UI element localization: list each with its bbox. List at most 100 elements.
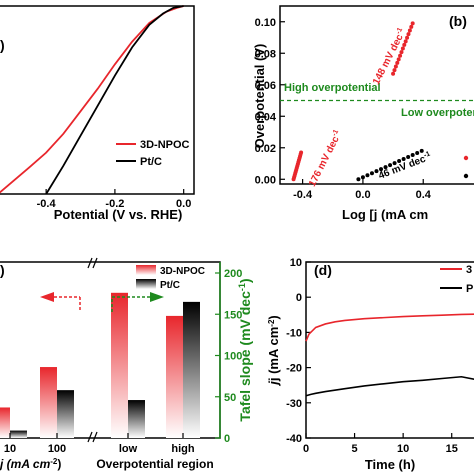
panel-c-y-tick-label: 50 (224, 392, 236, 404)
axis-break-marks (87, 257, 98, 443)
panel-d-frame (305, 261, 474, 439)
panel-c-bar-pt-c (128, 400, 145, 438)
panel-b-x-tick-label: 0.4 (416, 189, 432, 201)
panel-d-x-tick-label: 15 (446, 443, 458, 455)
panel-d: (d) -40 -30 -20 -10 0 10 0 5 10 15 3 P jj (mA cm-… (266, 257, 474, 472)
red-arrow-head (40, 292, 54, 302)
panel-c-bar-3d-npoc (40, 367, 57, 438)
panel-c-category-label: high (171, 443, 194, 455)
panel-c-category-label: 10 (4, 443, 16, 455)
legend-label-3d-npoc-c: 3D-NPOC (160, 266, 205, 277)
panel-b-point-series-2 (419, 148, 424, 153)
legend-label-3d-npoc: 3D-NPOC (140, 139, 190, 151)
panel-a-x-tick-label: -0.4 (37, 198, 57, 210)
high-overpotential-label: High overpotential (284, 82, 381, 94)
panel-c-bar-pt-c (183, 301, 200, 438)
legend-label-pt-c-c: Pt/C (160, 280, 180, 291)
panel-c-bar-3d-npoc (166, 315, 183, 438)
panel-c-bar-3d-npoc (111, 292, 128, 438)
panel-d-y-tick-label: 0 (296, 292, 302, 304)
panel-d-x-tick-label: 5 (352, 443, 358, 455)
panel-b-point-series-0 (392, 68, 397, 73)
panel-b-y-tick-label: 0.00 (255, 174, 276, 186)
panel-b-x-tick-label: -0.4 (293, 189, 313, 201)
panel-b-x-tick-label: 0.0 (355, 189, 370, 201)
panel-b-point-series-0 (410, 21, 415, 26)
panel-b-point-series-2 (356, 177, 361, 182)
legend-label-red: 3 (466, 264, 472, 276)
panel-b-point-series-2 (410, 152, 415, 157)
panel-c-bar-pt-c (57, 390, 74, 438)
panel-b-point-series-0 (396, 57, 401, 62)
panel-b-point-series-2 (392, 161, 397, 166)
panel-a-legend: 3D-NPOC Pt/C (116, 139, 190, 168)
panel-b-point-series-0 (400, 46, 405, 51)
panel-b: (b) Overpotential (V) 0.00 0.02 0.04 0.06 0.… (252, 5, 474, 222)
panel-b-point-series-2 (379, 167, 384, 172)
panel-b-point-series-2 (374, 169, 379, 174)
panel-d-y-tick-label: 10 (290, 257, 302, 269)
panel-b-point-series-0 (405, 35, 410, 40)
legend-marker-black (463, 173, 469, 179)
annotation-148: 148 mV dec-1 (370, 27, 409, 87)
panel-c-y-tick-label: 200 (224, 268, 242, 280)
panel-d-y-tick-label: -30 (286, 398, 302, 410)
panel-b-point-series-0 (391, 71, 396, 76)
panel-d-y-tick-label: -20 (286, 363, 302, 375)
panel-b-y-label: Overpotential (V) (252, 44, 267, 149)
panel-a-frame (0, 5, 195, 195)
panel-a-series-pt-c (45, 5, 184, 195)
panel-c-left-x-label: j (mA cm-2) (0, 457, 61, 471)
green-arrow-head (150, 292, 164, 302)
panel-c: ) 0 50 100 150 200 10 100 low high 3D-NPOC Pt/C (0, 257, 253, 471)
panel-b-point-series-2 (406, 154, 411, 159)
panel-c-y-tick-label: 100 (224, 351, 242, 363)
panel-b-y-tick-label: 0.10 (255, 17, 276, 29)
panel-b-y-tick-label: 0.08 (255, 48, 276, 60)
panel-d-y-tick-label: -40 (286, 433, 302, 445)
panel-d-x-tick-label: 0 (303, 443, 309, 455)
panel-d-series-red (305, 313, 474, 342)
panel-b-point-series-0 (399, 50, 404, 55)
panel-c-category-label: 100 (48, 443, 66, 455)
legend-label-black: P (466, 283, 473, 295)
panel-c-bar-pt-c (10, 430, 27, 438)
panel-a: ) -0.4 -0.2 0.0 3D-NPOC Pt/C Potential (V … (0, 5, 195, 222)
panel-d-y-label: jj (mA cm-2) (266, 315, 281, 387)
annotation-176: 176 mV dec-1 (306, 129, 345, 189)
panel-b-letter: (b) (449, 13, 467, 29)
legend-swatch-pt-c (136, 279, 156, 289)
panel-c-y-tick-label: 150 (224, 309, 242, 321)
panel-d-y-tick-label: -10 (286, 327, 302, 339)
panel-b-point-series-2 (388, 163, 393, 168)
panel-d-letter: (d) (314, 262, 332, 278)
panel-b-point-series-0 (409, 24, 414, 29)
panel-c-right-x-label: Overpotential region (96, 457, 213, 471)
panel-c-category-label: low (119, 443, 138, 455)
legend-marker-red (463, 155, 469, 161)
panel-b-point-series-2 (401, 157, 406, 162)
panel-b-point-series-2 (397, 159, 402, 164)
panel-c-legend: 3D-NPOC Pt/C (136, 265, 205, 291)
panel-b-point-series-2 (383, 165, 388, 170)
panel-b-y-tick-label: 0.02 (255, 143, 276, 155)
panel-b-x-label: Log [j (mA cm (342, 207, 428, 222)
legend-label-pt-c: Pt/C (140, 156, 162, 168)
panel-d-x-label: Time (h) (365, 457, 415, 472)
panel-d-legend: 3 P (440, 264, 473, 295)
panel-b-point-series-0 (407, 28, 412, 33)
panel-b-point-series-2 (415, 150, 420, 155)
panel-a-x-tick-label: -0.2 (105, 198, 124, 210)
panel-b-point-series-0 (393, 64, 398, 69)
panel-d-series-black (305, 375, 474, 397)
panel-b-point-series-0 (406, 32, 411, 37)
legend-swatch-3d-npoc (136, 265, 156, 275)
panel-b-point-series-1 (299, 150, 304, 155)
panel-b-point-series-0 (395, 60, 400, 65)
panel-d-x-tick-label: 10 (397, 443, 409, 455)
low-overpotential-label: Low overpotential (401, 107, 474, 119)
panel-c-direction-arrows (40, 292, 164, 312)
panel-a-x-tick-label: 0.0 (176, 198, 191, 210)
panel-b-point-series-0 (402, 42, 407, 47)
panel-b-point-series-0 (403, 39, 408, 44)
